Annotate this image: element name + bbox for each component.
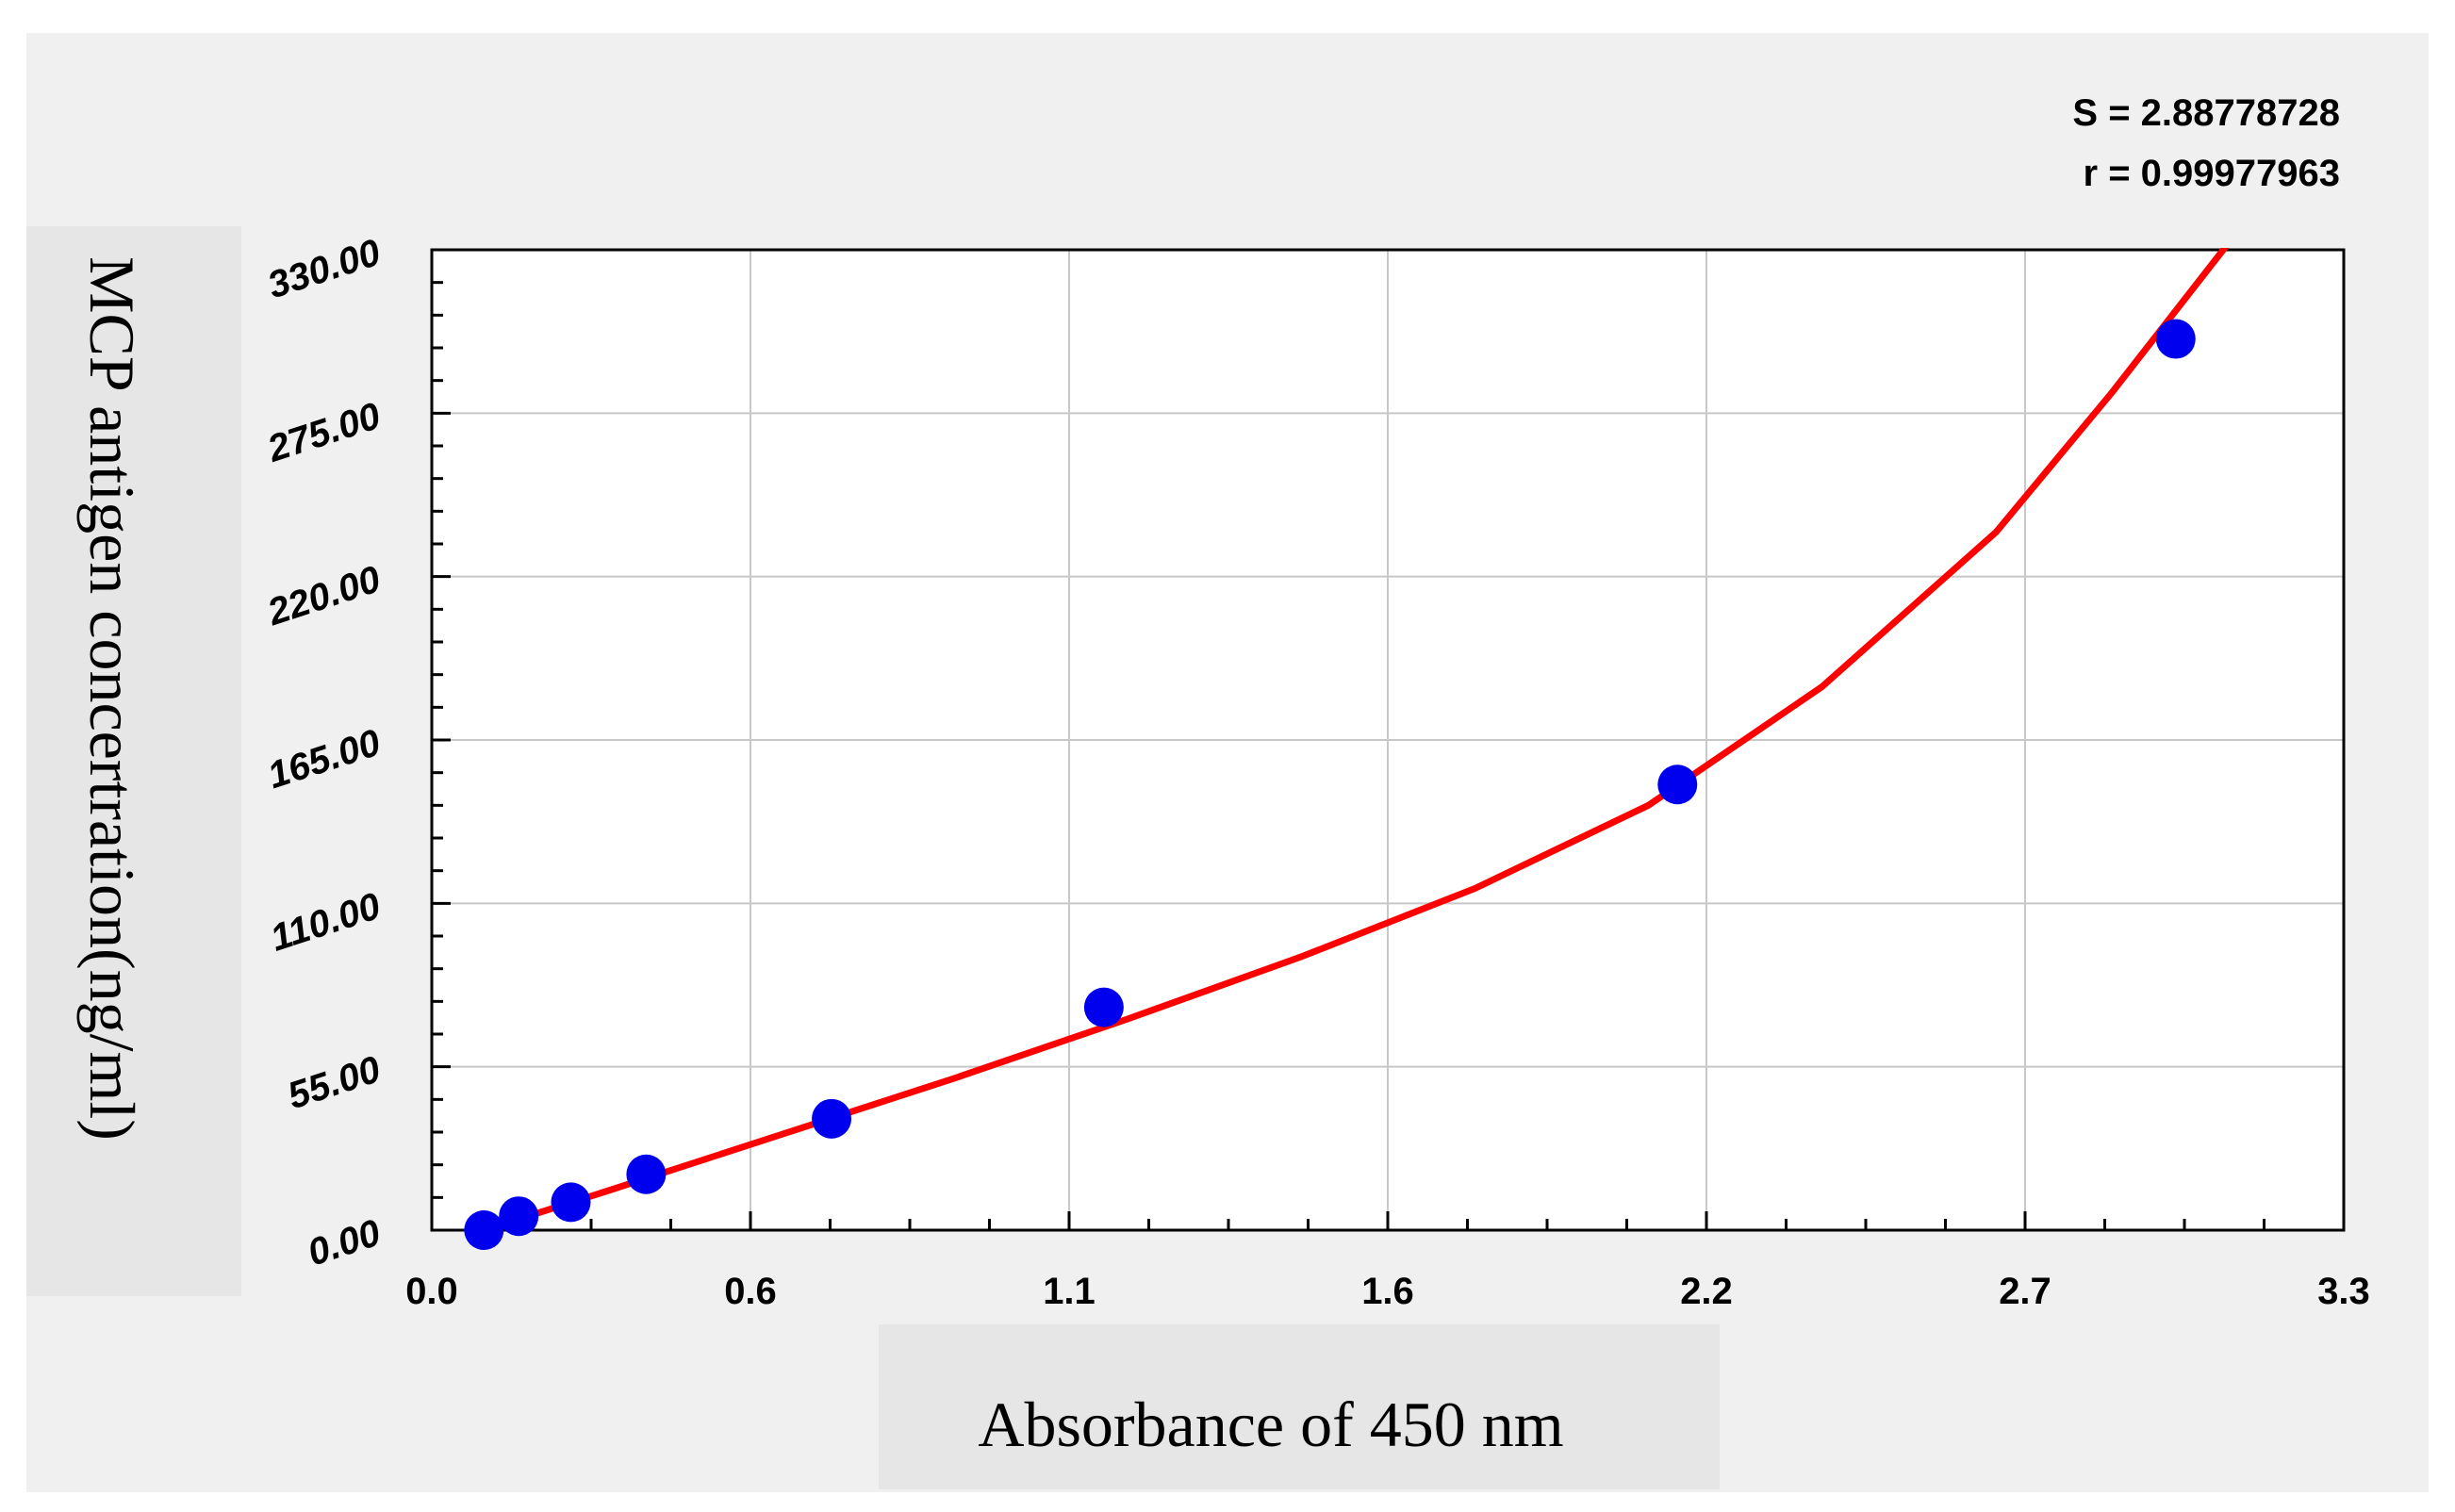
x-tick-label: 0.0 <box>405 1271 458 1312</box>
data-point <box>551 1182 591 1223</box>
data-point <box>464 1210 504 1250</box>
x-tick-label: 0.6 <box>724 1271 777 1312</box>
y-axis-title: MCP antigen concertration(ng/ml) <box>76 256 148 1141</box>
r-stat-label: r = 0.99977963 <box>2084 153 2340 194</box>
x-tick-label: 1.1 <box>1043 1271 1096 1312</box>
grid-lines <box>432 250 2344 1230</box>
data-point <box>626 1154 667 1194</box>
x-tick-labels: 0.0 0.6 1.1 1.6 2.2 2.7 3.3 <box>405 1271 2370 1312</box>
s-stat-label: S = 2.88778728 <box>2072 92 2340 134</box>
data-point <box>1083 987 1124 1027</box>
data-point <box>499 1196 539 1237</box>
y-axis-title-box <box>26 226 241 1296</box>
data-point <box>812 1098 852 1139</box>
x-tick-label: 2.2 <box>1680 1271 1733 1312</box>
data-point <box>1657 764 1698 805</box>
x-axis-title-box <box>879 1324 1720 1489</box>
data-points <box>464 319 2196 1250</box>
x-tick-label: 1.6 <box>1361 1271 1414 1312</box>
plot-frame <box>430 248 2346 1232</box>
x-tick-label: 3.3 <box>2317 1271 2370 1312</box>
x-axis-title: Absorbance of 450 nm <box>978 1389 1563 1460</box>
fit-curve-layer <box>480 248 2230 1234</box>
data-point <box>2155 319 2196 359</box>
fit-curve <box>480 248 2230 1234</box>
x-tick-label: 2.7 <box>1999 1271 2051 1312</box>
